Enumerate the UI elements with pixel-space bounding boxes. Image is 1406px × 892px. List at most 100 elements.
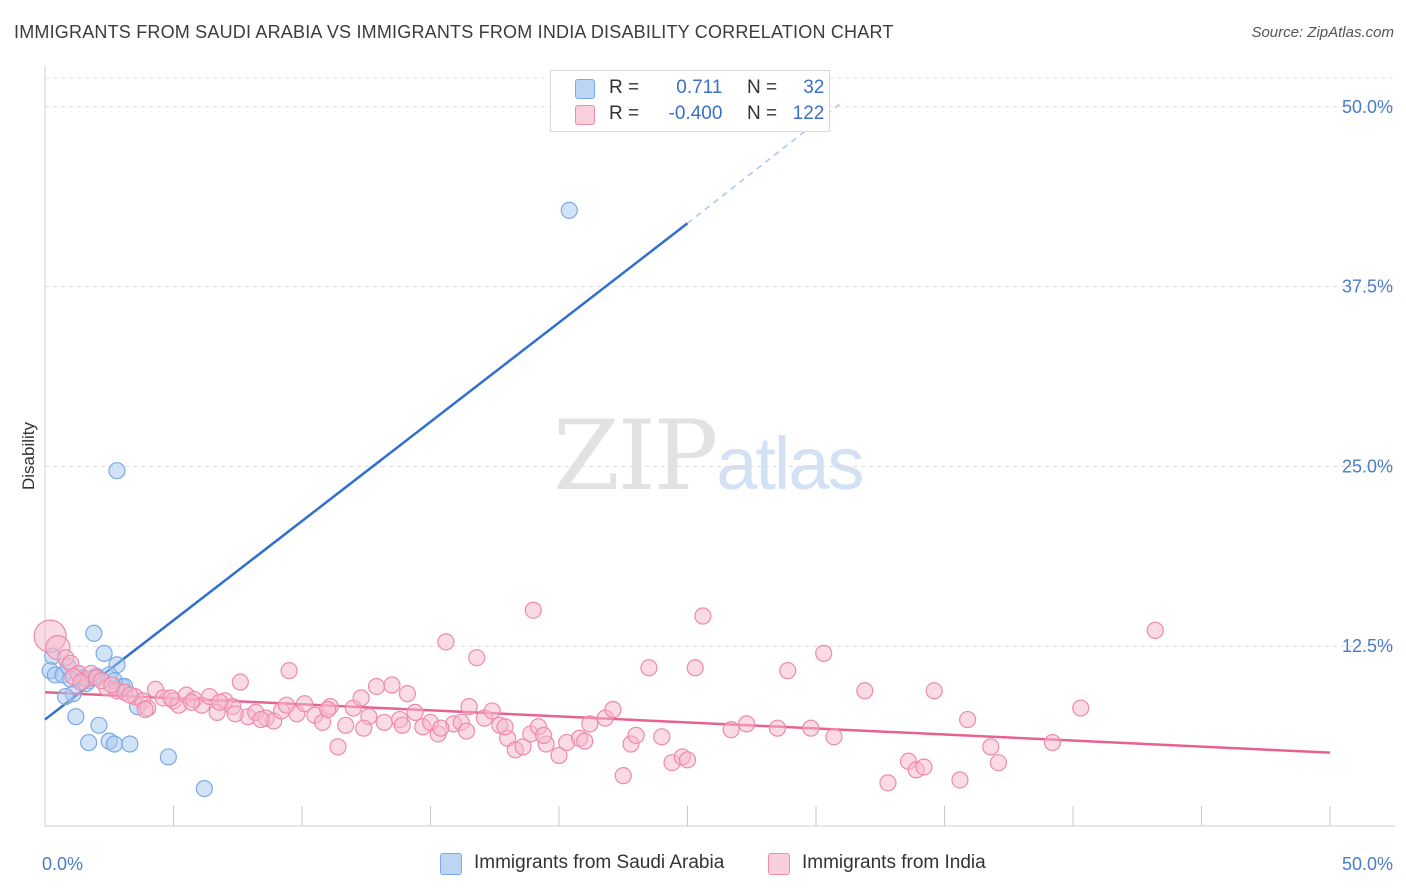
grid-layer — [45, 77, 1395, 647]
legend-n-label: N = — [746, 77, 778, 98]
point-india — [576, 732, 594, 750]
point-india — [722, 721, 740, 739]
point-india — [277, 696, 296, 714]
point-india — [398, 685, 416, 703]
point-india — [815, 644, 833, 662]
point-india — [627, 726, 645, 744]
point-india — [352, 689, 370, 707]
point-india — [640, 659, 658, 677]
bottom-legend-label-saudi: Immigrants from Saudi Arabia — [474, 852, 725, 873]
point-india — [103, 676, 121, 694]
point-saudi — [95, 644, 113, 662]
trend-line-saudi — [44, 222, 689, 721]
point-india — [1043, 733, 1062, 752]
point-india — [329, 738, 347, 756]
bottom-legend-swatch-india — [768, 853, 790, 875]
point-india — [959, 710, 977, 729]
point-india — [951, 771, 969, 789]
point-india — [457, 722, 476, 740]
point-india — [355, 719, 373, 737]
point-india — [1072, 699, 1090, 717]
x-tick-label: 50.0% — [1342, 854, 1393, 874]
point-india — [678, 751, 697, 769]
legend-swatch-saudi — [575, 79, 595, 99]
point-india — [581, 715, 599, 733]
point-saudi — [108, 462, 126, 480]
point-india — [989, 754, 1008, 772]
point-saudi — [85, 624, 103, 642]
point-saudi — [56, 687, 75, 706]
point-saudi — [90, 716, 108, 734]
y-tick-label: 37.5% — [1342, 277, 1393, 297]
point-india — [383, 676, 401, 694]
point-india — [468, 649, 486, 667]
point-india — [226, 705, 244, 723]
point-india — [653, 728, 671, 746]
point-india — [483, 702, 501, 720]
legend-n-value: 32 — [803, 77, 825, 98]
point-india — [136, 700, 154, 719]
legend-r-value: 0.711 — [676, 77, 723, 98]
point-india — [182, 693, 201, 711]
legend-n-label: N = — [746, 103, 778, 124]
y-tick-label: 12.5% — [1342, 636, 1393, 656]
y-tick-label: 50.0% — [1342, 97, 1393, 117]
point-india — [406, 703, 424, 721]
point-india — [437, 633, 455, 651]
point-saudi — [80, 733, 98, 752]
point-india — [319, 700, 337, 719]
point-saudi — [121, 735, 139, 753]
point-india — [1146, 621, 1164, 639]
watermark-atlas: atlas — [716, 422, 864, 505]
point-india — [295, 695, 314, 713]
x-tick-label: 0.0% — [42, 854, 83, 874]
point-india — [768, 719, 787, 737]
point-saudi — [105, 735, 123, 753]
point-india — [915, 758, 933, 776]
trend-line-india — [44, 690, 1331, 754]
point-india — [367, 677, 386, 696]
point-india — [856, 682, 874, 700]
legend-r-label: R = — [609, 77, 640, 98]
watermark-zip: ZIP — [553, 400, 718, 512]
point-india — [534, 726, 553, 744]
point-saudi — [159, 748, 177, 766]
point-india — [211, 693, 229, 711]
point-india — [337, 716, 355, 734]
point-india — [72, 673, 90, 691]
point-india — [802, 719, 820, 737]
watermark: ZIPatlas — [553, 400, 865, 512]
bottom-legend-label-india: Immigrants from India — [802, 852, 986, 873]
point-india — [231, 673, 249, 691]
legend-swatch-india — [575, 105, 595, 125]
point-india — [514, 738, 532, 756]
trend-line-layer — [44, 101, 1331, 754]
axis-layer — [44, 66, 1395, 827]
point-india — [825, 728, 843, 746]
point-india — [738, 715, 756, 733]
point-india — [496, 718, 514, 736]
bottom-legend-swatch-saudi — [440, 853, 462, 875]
point-india — [879, 774, 897, 792]
point-india — [252, 710, 270, 729]
point-india — [375, 713, 393, 732]
legend-n-value: 122 — [792, 103, 825, 124]
point-saudi — [560, 201, 578, 219]
point-india — [694, 607, 712, 625]
point-india — [779, 662, 797, 680]
chart-title: IMMIGRANTS FROM SAUDI ARABIA VS IMMIGRAN… — [14, 22, 894, 42]
point-india — [393, 716, 411, 734]
legend-r-label: R = — [609, 103, 640, 124]
point-india — [524, 601, 542, 619]
y-tick-label: 25.0% — [1342, 456, 1393, 476]
point-india — [614, 767, 632, 785]
correlation-legend: R = 0.711 N = 32 R = -0.400 N = 122 — [550, 70, 830, 132]
point-saudi — [67, 708, 85, 726]
point-saudi — [195, 779, 213, 798]
point-india — [432, 719, 450, 737]
legend-r-value: -0.400 — [668, 103, 723, 124]
point-india — [604, 700, 622, 719]
y-axis-title: Disability — [19, 421, 38, 490]
point-layer — [33, 201, 1164, 798]
